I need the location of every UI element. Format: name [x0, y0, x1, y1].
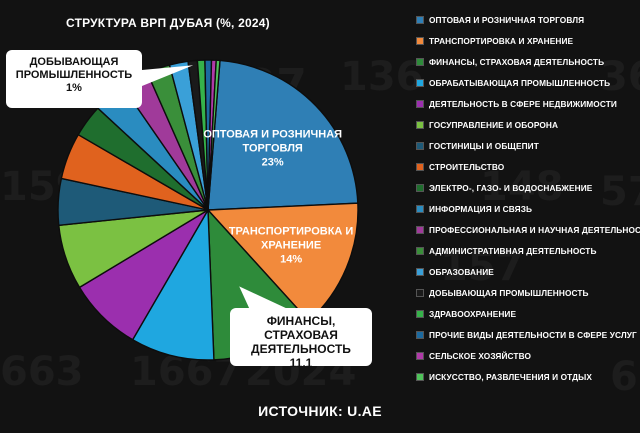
legend-item: ОПТОВАЯ И РОЗНИЧНАЯ ТОРГОВЛЯ: [416, 9, 640, 30]
callout-mining-line-2: ПРОМЫШЛЕННОСТЬ: [15, 69, 133, 81]
pie-slice: [207, 59, 221, 211]
background-number: 367: [600, 54, 640, 100]
callout-finance-line-2: ДЕЯТЕЛЬНОСТЬ: [251, 342, 351, 356]
slice-label: ТРАНСПОРТИРОВКА И: [229, 226, 354, 238]
legend-swatch: [416, 36, 424, 45]
legend-item: ГОСУПРАВЛЕНИЕ И ОБОРОНА: [416, 114, 640, 135]
chart-title: СТРУКТУРА ВРП ДУБАЯ (%, 2024): [66, 16, 270, 30]
legend-label: ИНФОРМАЦИЯ И СВЯЗЬ: [429, 203, 533, 214]
slice-label: ТОРГОВЛЯ: [243, 143, 303, 155]
callout-pointer: [239, 286, 290, 310]
legend-swatch: [416, 373, 424, 382]
legend-label: ТРАНСПОРТИРОВКА И ХРАНЕНИЕ: [429, 35, 574, 46]
legend-item: ЭЛЕКТРО-, ГАЗО- И ВОДОСНАБЖЕНИЕ: [416, 177, 640, 198]
callout-finance-line-1: ФИНАНСЫ, СТРАХОВАЯ: [264, 314, 338, 342]
legend-swatch: [416, 331, 424, 340]
legend-label: ЗДРАВООХРАНЕНИЕ: [429, 309, 517, 320]
legend-label: СТРОИТЕЛЬСТВО: [429, 161, 505, 172]
callout-pointers: [142, 65, 290, 310]
legend-swatch: [416, 183, 424, 192]
legend-item: ИСКУССТВО, РАЗВЛЕЧЕНИЯ И ОТДЫХ: [416, 367, 640, 388]
slice-label: ОПТОВАЯ И РОЗНИЧНАЯ: [203, 129, 342, 141]
legend-label: ОБРАБАТЫВАЮЩАЯ ПРОМЫШЛЕННОСТЬ: [429, 77, 611, 88]
legend-swatch: [416, 78, 424, 87]
legend-label: ФИНАНСЫ, СТРАХОВАЯ ДЕЯТЕЛЬНОСТЬ: [429, 56, 605, 67]
legend-item: ПРОФЕССИОНАЛЬНАЯ И НАУЧНАЯ ДЕЯТЕЛЬНОСТЬ: [416, 219, 640, 240]
legend-item: ФИНАНСЫ, СТРАХОВАЯ ДЕЯТЕЛЬНОСТЬ: [416, 51, 640, 72]
legend-item: ЗДРАВООХРАНЕНИЕ: [416, 304, 640, 325]
legend-item: ПРОЧИЕ ВИДЫ ДЕЯТЕЛЬНОСТИ В СФЕРЕ УСЛУГ: [416, 325, 640, 346]
callout-finance: ФИНАНСЫ, СТРАХОВАЯ ДЕЯТЕЛЬНОСТЬ 11,1: [230, 308, 372, 370]
slice-label: 23%: [262, 157, 284, 169]
source-caption: ИСТОЧНИК: U.AE: [258, 403, 382, 419]
legend: ОПТОВАЯ И РОЗНИЧНАЯ ТОРГОВЛЯ ТРАНСПОРТИРО…: [416, 9, 640, 388]
legend-label: ИСКУССТВО, РАЗВЛЕЧЕНИЯ И ОТДЫХ: [429, 372, 592, 383]
legend-swatch: [416, 268, 424, 277]
background-number: 579: [600, 169, 640, 215]
pie-slice: [207, 59, 359, 211]
legend-label: ПРОФЕССИОНАЛЬНАЯ И НАУЧНАЯ ДЕЯТЕЛЬНОСТЬ: [429, 224, 640, 235]
legend-label: ЭЛЕКТРО-, ГАЗО- И ВОДОСНАБЖЕНИЕ: [429, 182, 593, 193]
legend-item: ИНФОРМАЦИЯ И СВЯЗЬ: [416, 198, 640, 219]
legend-label: ПРОЧИЕ ВИДЫ ДЕЯТЕЛЬНОСТИ В СФЕРЕ УСЛУГ: [429, 330, 637, 341]
legend-swatch: [416, 99, 424, 108]
legend-label: АДМИНИСТРАТИВНАЯ ДЕЯТЕЛЬНОСТЬ: [429, 246, 597, 257]
legend-swatch: [416, 225, 424, 234]
legend-swatch: [416, 289, 424, 298]
background-number: 157: [440, 244, 524, 290]
legend-label: ДЕЯТЕЛЬНОСТЬ В СФЕРЕ НЕДВИЖИМОСТИ: [429, 98, 617, 109]
background-number: 691: [610, 354, 640, 400]
legend-item: ТРАНСПОРТИРОВКА И ХРАНЕНИЕ: [416, 30, 640, 51]
slice-label: ХРАНЕНИЕ: [261, 240, 321, 252]
pie-slice: [131, 207, 215, 361]
legend-label: ГОСТИНИЦЫ И ОБЩЕПИТ: [429, 140, 539, 151]
legend-item: СТРОИТЕЛЬСТВО: [416, 156, 640, 177]
background-number: 148: [480, 164, 564, 210]
legend-swatch: [416, 57, 424, 66]
background-number: 136: [340, 54, 424, 100]
legend-item: СЕЛЬСКОЕ ХОЗЯЙСТВО: [416, 346, 640, 367]
legend-swatch: [416, 141, 424, 150]
legend-label: ОПТОВАЯ И РОЗНИЧНАЯ ТОРГОВЛЯ: [429, 14, 585, 25]
legend-item: ДОБЫВАЮЩАЯ ПРОМЫШЛЕННОСТЬ: [416, 283, 640, 304]
legend-item: АДМИНИСТРАТИВНАЯ ДЕЯТЕЛЬНОСТЬ: [416, 241, 640, 262]
callout-mining-line-1: ДОБЫВАЮЩАЯ: [29, 56, 119, 68]
legend-swatch: [416, 310, 424, 319]
legend-item: ГОСТИНИЦЫ И ОБЩЕПИТ: [416, 135, 640, 156]
legend-item: ОБРАЗОВАНИЕ: [416, 262, 640, 283]
legend-swatch: [416, 162, 424, 171]
legend-swatch: [416, 15, 424, 24]
legend-label: ГОСУПРАВЛЕНИЕ И ОБОРОНА: [429, 119, 559, 130]
legend-item: ДЕЯТЕЛЬНОСТЬ В СФЕРЕ НЕДВИЖИМОСТИ: [416, 93, 640, 114]
slice-label: 14%: [280, 254, 302, 266]
callout-mining-line-3: 1%: [66, 82, 82, 94]
legend-label: ДОБЫВАЮЩАЯ ПРОМЫШЛЕННОСТЬ: [429, 288, 589, 299]
slice-labels: ОПТОВАЯ И РОЗНИЧНАЯ ТОРГОВЛЯ 23% ТРАНСПОРТИ…: [203, 129, 353, 266]
legend-swatch: [416, 120, 424, 129]
callout-mining: ДОБЫВАЮЩАЯ ПРОМЫШЛЕННОСТЬ 1%: [6, 50, 142, 108]
legend-label: ОБРАЗОВАНИЕ: [429, 267, 494, 278]
callout-pointer: [142, 65, 194, 86]
legend-swatch: [416, 352, 424, 361]
legend-swatch: [416, 204, 424, 213]
legend-item: ОБРАБАТЫВАЮЩАЯ ПРОМЫШЛЕННОСТЬ: [416, 72, 640, 93]
legend-swatch: [416, 247, 424, 256]
legend-label: СЕЛЬСКОЕ ХОЗЯЙСТВО: [429, 351, 532, 362]
callout-finance-line-3: 11,1: [289, 356, 313, 370]
background-number: 663: [0, 349, 84, 395]
